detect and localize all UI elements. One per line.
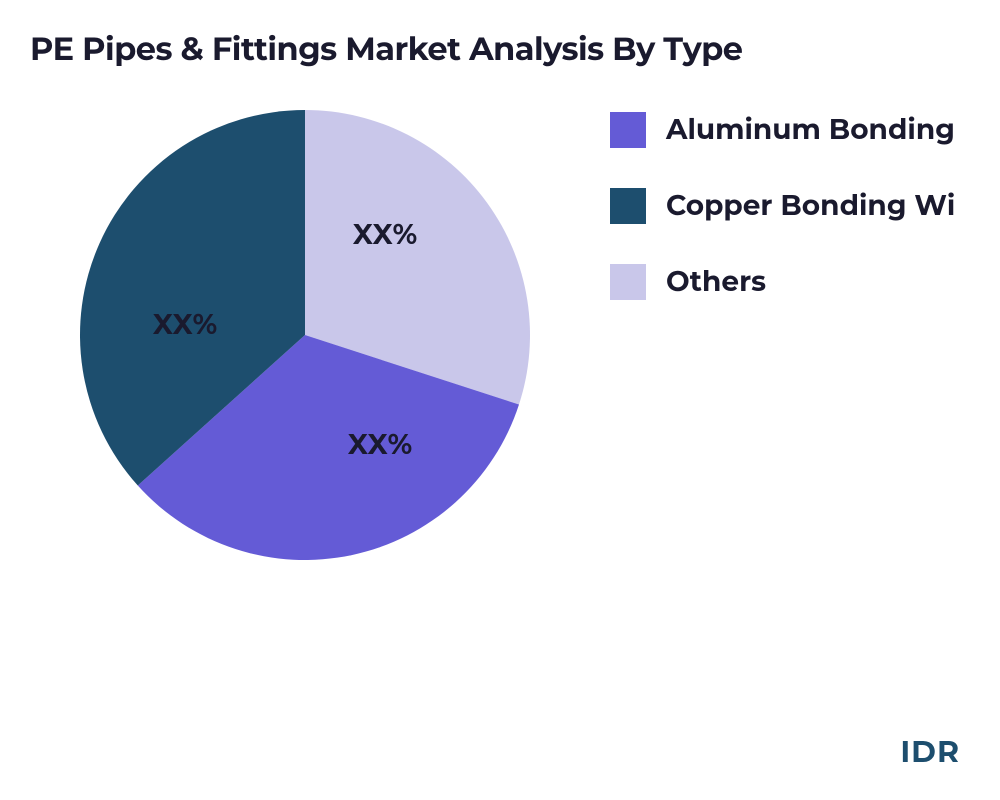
legend-item-copper-bonding-wi: Copper Bonding Wi (610, 188, 955, 224)
legend-swatch (610, 112, 646, 148)
legend-label: Aluminum Bonding (666, 113, 955, 147)
slice-label-copper-bonding-wi: XX% (153, 308, 217, 342)
slice-label-aluminum-bonding: XX% (348, 428, 412, 462)
legend-swatch (610, 264, 646, 300)
legend-item-aluminum-bonding: Aluminum Bonding (610, 112, 955, 148)
chart-title: PE Pipes & Fittings Market Analysis By T… (30, 30, 743, 69)
legend-swatch (610, 188, 646, 224)
legend: Aluminum Bonding Copper Bonding Wi Others (610, 112, 955, 340)
pie-chart-container: XX% XX% XX% (75, 105, 535, 565)
legend-item-others: Others (610, 264, 955, 300)
legend-label: Others (666, 265, 766, 299)
legend-label: Copper Bonding Wi (666, 189, 955, 223)
slice-label-others: XX% (353, 218, 417, 252)
footer-brand: IDR (900, 733, 960, 770)
pie-chart-svg (75, 105, 535, 565)
